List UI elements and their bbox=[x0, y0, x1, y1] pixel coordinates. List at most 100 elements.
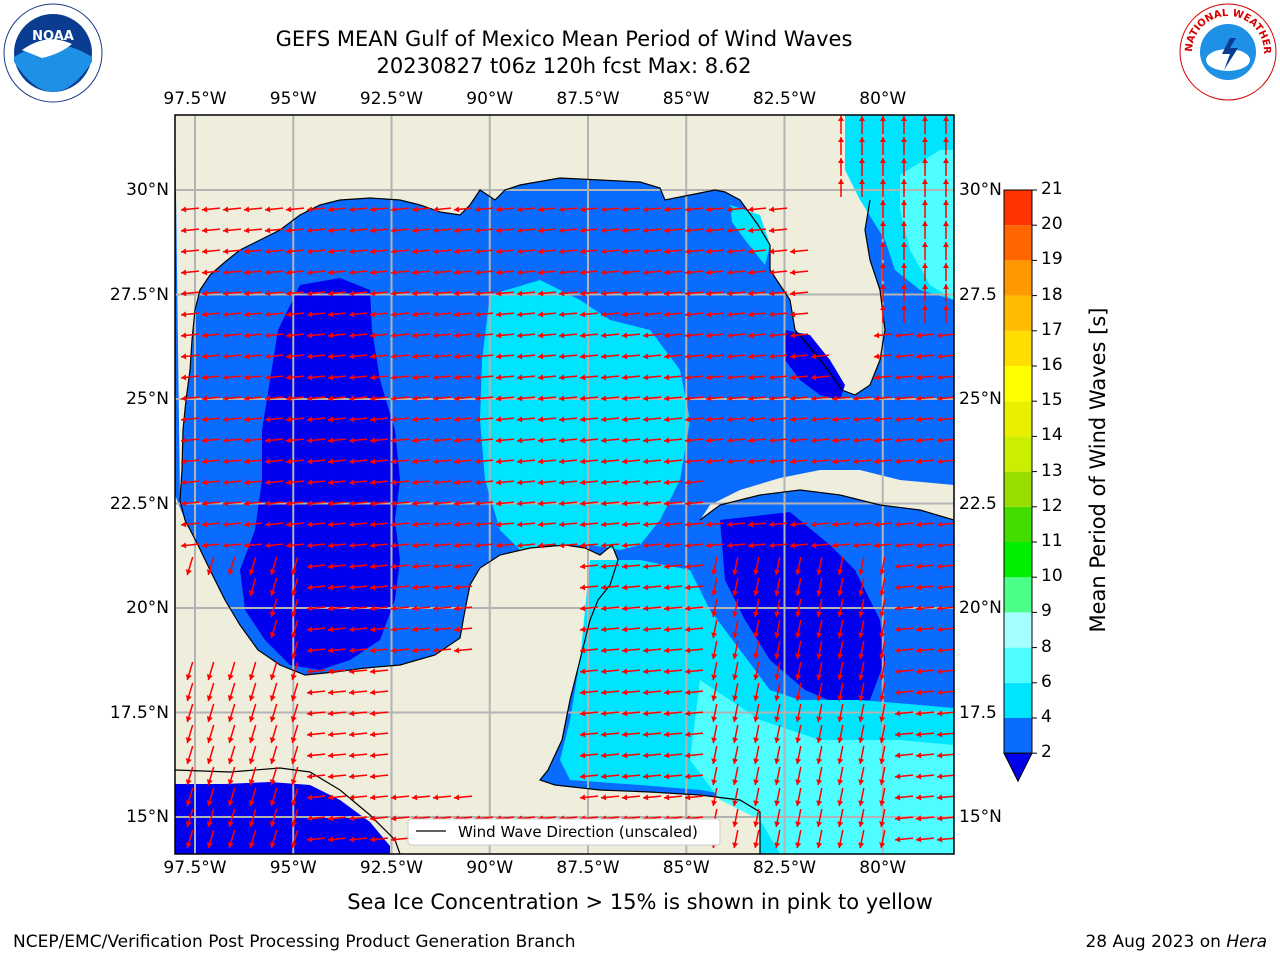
wave-arrowhead bbox=[601, 647, 607, 654]
wave-arrowhead bbox=[475, 416, 481, 423]
wave-arrowhead bbox=[391, 437, 397, 444]
wave-arrowhead bbox=[711, 716, 718, 722]
wave-arrowhead bbox=[269, 842, 276, 848]
wave-arrowhead bbox=[475, 458, 481, 465]
wave-arrowhead bbox=[475, 206, 481, 213]
wave-arrowhead bbox=[370, 479, 376, 486]
wave-arrowhead bbox=[286, 206, 292, 213]
wave-arrowhead bbox=[580, 710, 586, 717]
wave-arrowhead bbox=[454, 479, 460, 486]
wave-arrowhead bbox=[328, 248, 334, 255]
wave-arrowhead bbox=[753, 611, 760, 617]
wave-arrowhead bbox=[937, 773, 943, 780]
wave-arrowhead bbox=[874, 542, 880, 549]
wave-arrowhead bbox=[711, 632, 718, 638]
wave-arrowhead bbox=[816, 779, 823, 785]
wave-arrowhead bbox=[937, 374, 943, 381]
wave-arrowhead bbox=[811, 542, 817, 549]
wave-arrowhead bbox=[269, 716, 276, 722]
wave-arrowhead bbox=[790, 521, 796, 528]
wave-arrowhead bbox=[622, 458, 628, 465]
wave-arrowhead bbox=[838, 179, 844, 184]
wave-arrowhead bbox=[517, 479, 523, 486]
wave-arrowhead bbox=[181, 542, 187, 549]
wave-arrowhead bbox=[265, 374, 271, 381]
wave-arrowhead bbox=[643, 563, 649, 570]
wave-arrowhead bbox=[496, 269, 502, 276]
colorbar-level-label: 19 bbox=[1041, 249, 1063, 270]
lat-left-label: 17.5°N bbox=[109, 702, 169, 723]
wave-arrowhead bbox=[643, 542, 649, 549]
wave-arrowhead bbox=[685, 269, 691, 276]
wave-arrowhead bbox=[769, 416, 775, 423]
wave-arrowhead bbox=[937, 458, 943, 465]
wave-arrowhead bbox=[601, 437, 607, 444]
wave-arrowhead bbox=[664, 248, 670, 255]
wave-arrowhead bbox=[622, 395, 628, 402]
wave-arrowhead bbox=[811, 521, 817, 528]
wave-arrowhead bbox=[916, 353, 922, 360]
wave-arrowhead bbox=[727, 290, 733, 297]
wave-arrowhead bbox=[412, 626, 418, 633]
wave-arrowhead bbox=[601, 584, 607, 591]
colorbar-level-label: 8 bbox=[1041, 636, 1052, 657]
wave-arrowhead bbox=[732, 716, 739, 722]
wave-arrowhead bbox=[832, 521, 838, 528]
coastline-cuba bbox=[699, 489, 954, 521]
wave-arrowhead bbox=[916, 437, 922, 444]
wave-arrowhead bbox=[727, 395, 733, 402]
wave-arrowhead bbox=[795, 611, 802, 617]
wave-arrowhead bbox=[349, 374, 355, 381]
wave-arrowhead bbox=[580, 584, 586, 591]
wave-arrowhead bbox=[748, 311, 754, 318]
wave-arrowhead bbox=[601, 563, 607, 570]
wave-arrowhead bbox=[901, 284, 907, 289]
wave-arrowhead bbox=[664, 416, 670, 423]
wave-arrowhead bbox=[601, 773, 607, 780]
wave-arrowhead bbox=[748, 290, 754, 297]
wave-arrowhead bbox=[732, 821, 739, 827]
wave-arrowhead bbox=[816, 716, 823, 722]
wave-arrowhead bbox=[880, 179, 886, 184]
wave-arrowhead bbox=[433, 647, 439, 654]
wave-arrowhead bbox=[580, 563, 586, 570]
wave-arrowhead bbox=[790, 311, 796, 318]
wave-arrowhead bbox=[580, 374, 586, 381]
wave-arrowhead bbox=[706, 206, 712, 213]
wave-arrowhead bbox=[790, 395, 796, 402]
wave-arrowhead bbox=[370, 815, 376, 822]
wave-arrowhead bbox=[223, 248, 229, 255]
wave-arrowhead bbox=[227, 737, 234, 743]
wave-arrowhead bbox=[475, 290, 481, 297]
wave-arrowhead bbox=[349, 542, 355, 549]
wave-arrowhead bbox=[307, 794, 313, 801]
wave-arrowhead bbox=[816, 674, 823, 680]
wave-arrowhead bbox=[248, 842, 255, 848]
lat-right-label: 27.5 bbox=[959, 284, 997, 305]
wave-arrowhead bbox=[307, 542, 313, 549]
wave-arrowhead bbox=[181, 269, 187, 276]
wave-arrowhead bbox=[307, 563, 313, 570]
wave-arrowhead bbox=[391, 836, 397, 843]
wave-arrowhead bbox=[816, 842, 823, 848]
wave-arrowhead bbox=[391, 290, 397, 297]
wave-arrowhead bbox=[580, 668, 586, 675]
wave-arrowhead bbox=[370, 248, 376, 255]
wave-arrowhead bbox=[433, 437, 439, 444]
wave-arrowhead bbox=[454, 542, 460, 549]
wave-arrowhead bbox=[895, 689, 901, 696]
wave-arrowhead bbox=[622, 479, 628, 486]
wave-arrowhead bbox=[622, 227, 628, 234]
wind-wave-arrows bbox=[180, 116, 954, 849]
colorbar-segment bbox=[1004, 190, 1032, 226]
wave-arrowhead bbox=[937, 731, 943, 738]
wave-arrowhead bbox=[391, 311, 397, 318]
wave-arrowhead bbox=[181, 311, 187, 318]
wave-arrowhead bbox=[454, 248, 460, 255]
wave-arrowhead bbox=[664, 752, 670, 759]
wave-arrowhead bbox=[795, 716, 802, 722]
wave-arrowhead bbox=[517, 290, 523, 297]
wave-arrowhead bbox=[711, 758, 718, 764]
lat-left-label: 22.5°N bbox=[109, 493, 169, 514]
wave-arrowhead bbox=[349, 353, 355, 360]
